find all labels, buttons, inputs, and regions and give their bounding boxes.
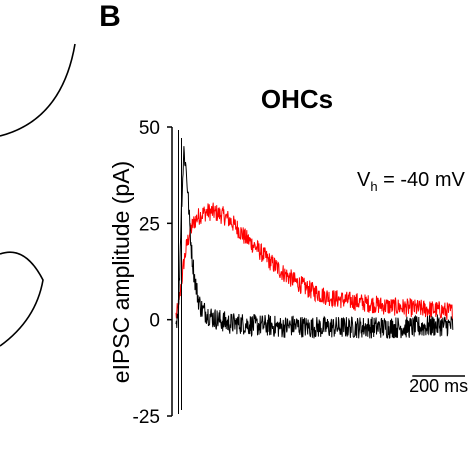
stimulus-artifact: [178, 130, 182, 414]
voltage-annotation-prefix: V: [357, 169, 371, 191]
series-line-red: [175, 202, 454, 322]
y-axis: 50 25 0 -25: [133, 118, 173, 428]
cell-outline-bottom: [0, 251, 44, 347]
panel-label: B: [99, 0, 121, 33]
series-line-black: [175, 146, 454, 340]
scale-bar-label: 200 ms: [409, 376, 468, 396]
voltage-annotation: Vh = -40 mV: [357, 169, 465, 194]
cell-outline-top: [0, 43, 76, 137]
voltage-annotation-subscript: h: [370, 179, 377, 194]
y-tick-label: -25: [133, 407, 160, 428]
y-axis-label: eIPSC amplitude (pA): [108, 161, 134, 383]
y-tick-label: 50: [139, 118, 160, 139]
y-tick-label: 0: [149, 311, 160, 332]
scale-bar: 200 ms: [409, 375, 468, 396]
voltage-annotation-suffix: = -40 mV: [378, 169, 466, 191]
traces: [175, 146, 454, 340]
y-tick-label: 25: [139, 214, 160, 235]
chart-title: OHCs: [261, 84, 333, 114]
